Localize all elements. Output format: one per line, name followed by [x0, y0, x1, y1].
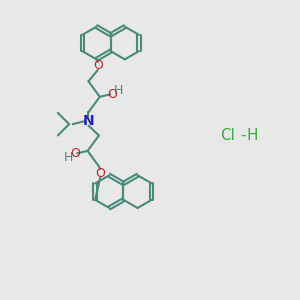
Text: O: O	[70, 147, 80, 160]
Text: Cl: Cl	[220, 128, 235, 142]
Text: -: -	[240, 128, 245, 142]
Text: O: O	[107, 88, 117, 101]
Text: H: H	[114, 84, 123, 97]
Text: N: N	[83, 114, 94, 128]
Text: H: H	[247, 128, 258, 142]
Text: O: O	[93, 59, 103, 72]
Text: H: H	[64, 151, 74, 164]
Text: O: O	[95, 167, 105, 180]
